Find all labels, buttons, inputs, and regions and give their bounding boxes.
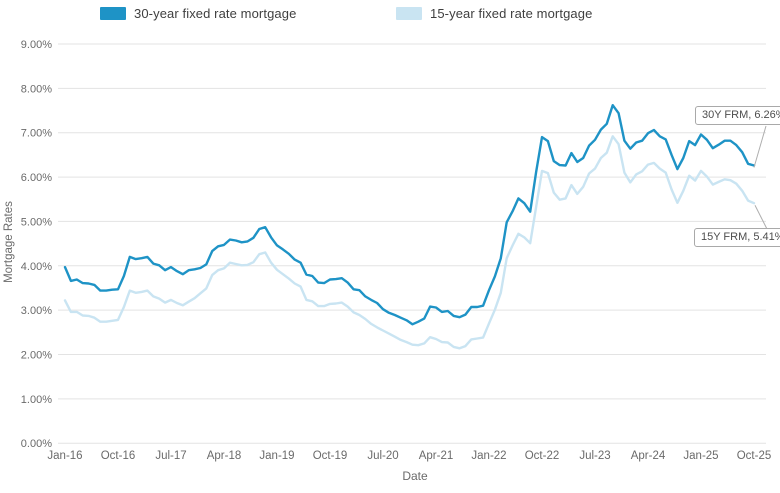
legend-swatch-30y-icon bbox=[100, 7, 126, 20]
legend-label-15y: 15-year fixed rate mortgage bbox=[430, 6, 593, 21]
x-tick-label: Apr-21 bbox=[419, 450, 454, 462]
legend-item-15y[interactable]: 15-year fixed rate mortgage bbox=[396, 6, 592, 21]
legend-item-30y[interactable]: 30-year fixed rate mortgage bbox=[100, 6, 296, 21]
chart-legend: 30-year fixed rate mortgage 15-year fixe… bbox=[0, 5, 780, 27]
x-tick-label: Oct-22 bbox=[525, 450, 560, 462]
y-tick-label: 7.00% bbox=[21, 128, 52, 140]
legend-label-30y: 30-year fixed rate mortgage bbox=[134, 6, 297, 21]
x-tick-label: Jan-16 bbox=[47, 450, 82, 462]
y-tick-label: 0.00% bbox=[21, 438, 52, 450]
y-tick-label: 6.00% bbox=[21, 172, 52, 184]
x-tick-label: Oct-25 bbox=[737, 450, 772, 462]
y-axis-title: Mortgage Rates bbox=[3, 201, 15, 283]
annotation-15y-frm: 15Y FRM, 5.41% bbox=[694, 228, 780, 247]
x-tick-label: Jan-19 bbox=[259, 450, 294, 462]
x-tick-label: Apr-18 bbox=[207, 450, 242, 462]
y-tick-label: 4.00% bbox=[21, 261, 52, 273]
series-line-30y bbox=[63, 103, 756, 326]
annotation-leader-15y bbox=[754, 205, 768, 230]
x-tick-label: Jan-25 bbox=[683, 450, 718, 462]
y-tick-label: 3.00% bbox=[21, 305, 52, 317]
y-tick-label: 5.00% bbox=[21, 216, 52, 228]
x-tick-label: Apr-24 bbox=[631, 450, 666, 462]
y-tick-label: 8.00% bbox=[21, 83, 52, 95]
x-tick-label: Jul-20 bbox=[367, 450, 398, 462]
y-tick-label: 2.00% bbox=[21, 349, 52, 361]
y-tick-label: 9.00% bbox=[21, 39, 52, 51]
series-line-15y bbox=[63, 135, 756, 350]
annotation-30y-frm: 30Y FRM, 6.26% bbox=[695, 106, 780, 125]
legend-swatch-15y-icon bbox=[396, 7, 422, 20]
x-tick-label: Oct-16 bbox=[101, 450, 136, 462]
x-axis-title: Date bbox=[402, 469, 428, 483]
y-tick-label: 1.00% bbox=[21, 394, 52, 406]
x-tick-label: Jan-22 bbox=[471, 450, 506, 462]
x-tick-label: Jul-17 bbox=[155, 450, 186, 462]
annotation-leader-30y bbox=[753, 125, 767, 168]
x-tick-label: Oct-19 bbox=[313, 450, 348, 462]
x-tick-label: Jul-23 bbox=[579, 450, 610, 462]
